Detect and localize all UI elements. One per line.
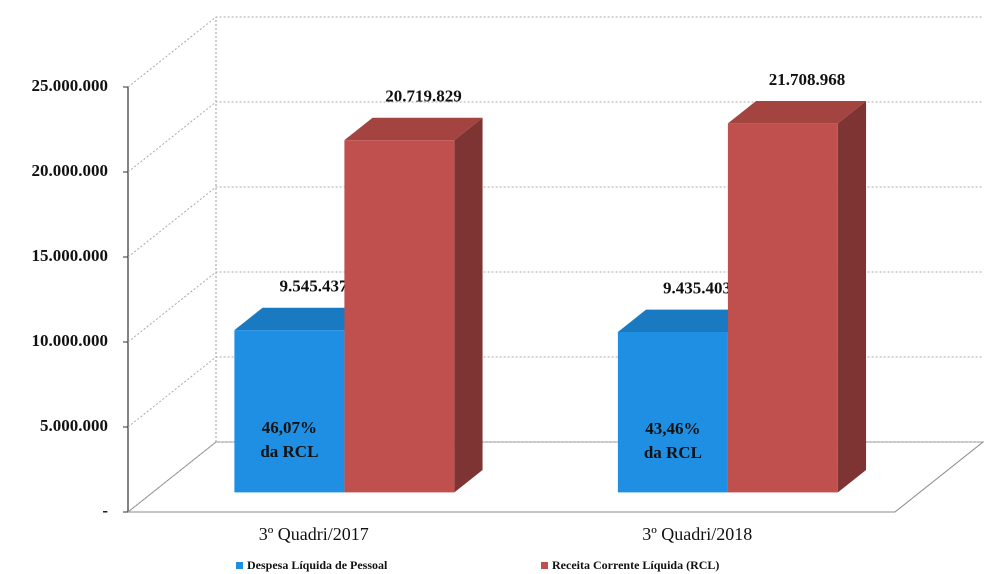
y-tick-label: 20.000.000 <box>32 161 109 180</box>
y-tick-label: 15.000.000 <box>32 246 109 265</box>
bar-front <box>617 331 728 493</box>
legend-label: Despesa Líquida de Pessoal <box>247 558 388 572</box>
value-label: 9.545.437 <box>279 277 348 296</box>
grid-line <box>127 16 983 88</box>
floor <box>126 441 985 513</box>
y-tick-label: 25.000.000 <box>32 76 109 95</box>
grid-line <box>127 441 983 513</box>
legend-label: Receita Corrente Líquida (RCL) <box>552 558 719 572</box>
annotation: da RCL <box>260 442 318 461</box>
grid-line <box>127 356 983 428</box>
bar <box>344 117 483 493</box>
bar-top <box>617 309 757 332</box>
grid-line <box>127 101 983 173</box>
bar-top <box>727 100 867 124</box>
y-tick-label: - <box>102 501 108 520</box>
y-tick-label: 10.000.000 <box>32 331 109 350</box>
bar <box>727 100 867 493</box>
x-tick-label: 3º Quadri/2018 <box>642 524 752 544</box>
value-label: 21.708.968 <box>769 70 846 89</box>
annotation: 46,07% <box>262 418 317 437</box>
annotation: da RCL <box>644 443 702 462</box>
bar-side <box>837 100 867 493</box>
x-tick-label: 3º Quadri/2017 <box>259 524 369 544</box>
legend-swatch <box>236 562 243 569</box>
bar-top <box>344 117 483 141</box>
bar-side <box>454 117 483 493</box>
annotation: 43,46% <box>645 419 700 438</box>
value-label: 20.719.829 <box>385 87 462 106</box>
bar-front <box>234 330 345 493</box>
y-tick-label: 5.000.000 <box>40 416 108 435</box>
bar-front <box>727 123 838 493</box>
grid-line <box>127 271 983 343</box>
bar-top <box>234 307 373 331</box>
bar-front <box>344 140 455 493</box>
grid-line <box>127 186 983 258</box>
legend-swatch <box>541 562 548 569</box>
value-label: 9.435.403 <box>663 279 731 298</box>
